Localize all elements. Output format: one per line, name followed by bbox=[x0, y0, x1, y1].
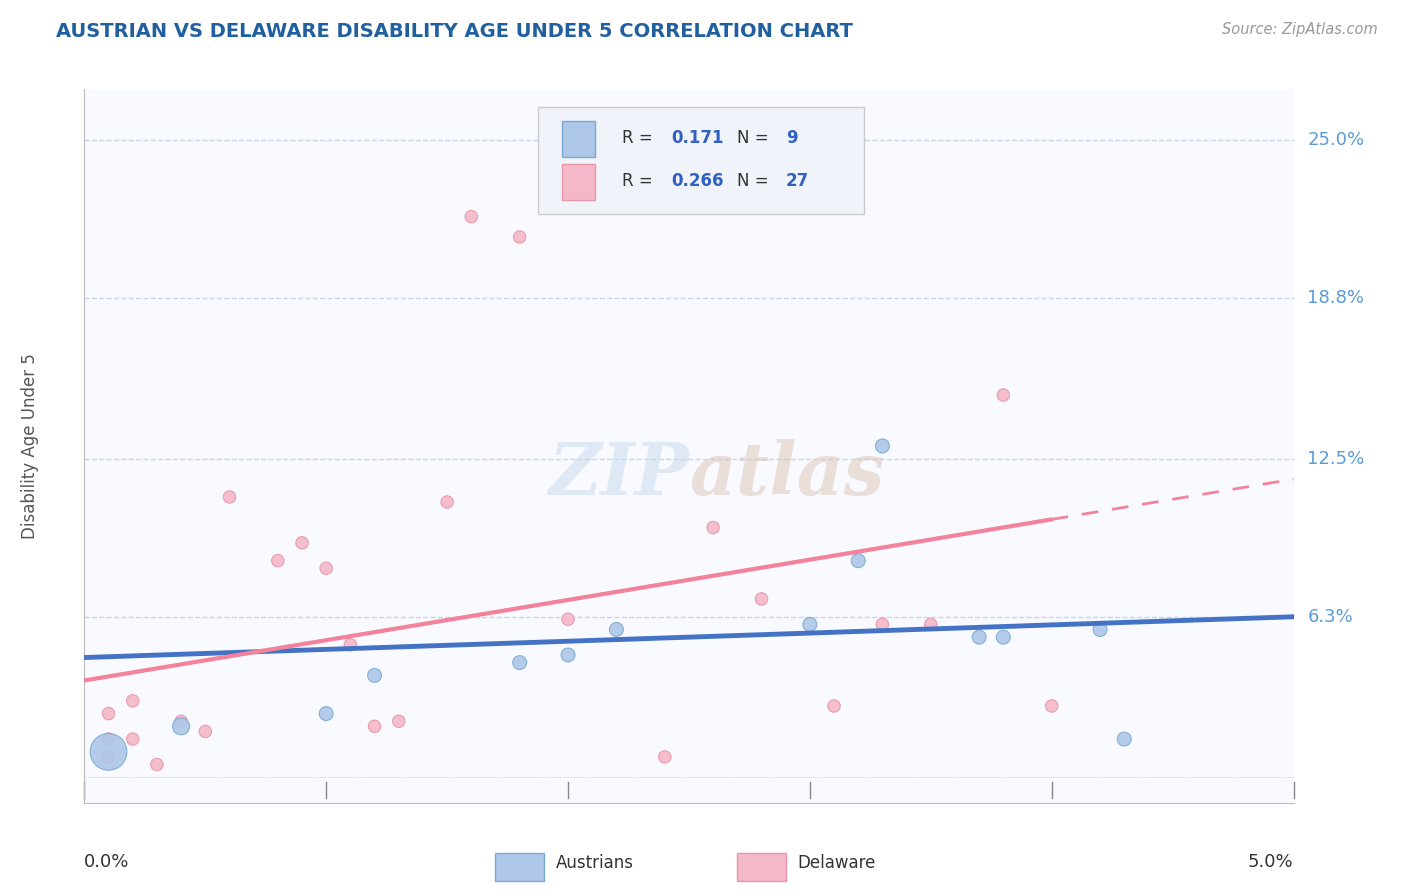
Text: N =: N = bbox=[737, 171, 769, 189]
Point bbox=[823, 698, 845, 713]
Point bbox=[509, 656, 531, 670]
Point bbox=[315, 706, 337, 721]
Point bbox=[1114, 732, 1136, 747]
Point bbox=[557, 612, 579, 626]
Point bbox=[267, 554, 290, 568]
Text: 5.0%: 5.0% bbox=[1249, 853, 1294, 871]
Point bbox=[97, 732, 120, 747]
FancyBboxPatch shape bbox=[562, 164, 595, 200]
Point bbox=[388, 714, 411, 729]
Point bbox=[121, 732, 143, 747]
Point bbox=[339, 638, 361, 652]
Point bbox=[967, 630, 990, 644]
Point bbox=[509, 230, 531, 244]
Point bbox=[363, 668, 385, 682]
Point bbox=[460, 210, 482, 224]
Point bbox=[751, 591, 773, 606]
Point bbox=[605, 623, 627, 637]
Text: 0.0%: 0.0% bbox=[84, 853, 129, 871]
Point bbox=[654, 750, 676, 764]
Point bbox=[993, 630, 1015, 644]
Point bbox=[218, 490, 240, 504]
Text: 25.0%: 25.0% bbox=[1308, 131, 1365, 149]
Point bbox=[170, 714, 193, 729]
FancyBboxPatch shape bbox=[538, 107, 865, 214]
Point bbox=[121, 694, 143, 708]
FancyBboxPatch shape bbox=[495, 853, 544, 881]
Point bbox=[97, 745, 120, 759]
Point bbox=[291, 536, 314, 550]
Point bbox=[97, 750, 120, 764]
Point bbox=[702, 520, 724, 534]
Text: AUSTRIAN VS DELAWARE DISABILITY AGE UNDER 5 CORRELATION CHART: AUSTRIAN VS DELAWARE DISABILITY AGE UNDE… bbox=[56, 22, 853, 41]
Text: 0.266: 0.266 bbox=[671, 171, 723, 189]
Text: 27: 27 bbox=[786, 171, 808, 189]
Text: Disability Age Under 5: Disability Age Under 5 bbox=[21, 353, 39, 539]
Text: ZIP: ZIP bbox=[548, 439, 689, 510]
Text: R =: R = bbox=[623, 171, 654, 189]
Point bbox=[1040, 698, 1063, 713]
Point bbox=[993, 388, 1015, 402]
Text: N =: N = bbox=[737, 128, 769, 146]
Text: 6.3%: 6.3% bbox=[1308, 607, 1353, 626]
Text: atlas: atlas bbox=[689, 439, 884, 510]
Text: Delaware: Delaware bbox=[797, 855, 876, 872]
Text: Austrians: Austrians bbox=[555, 855, 634, 872]
Point bbox=[872, 617, 894, 632]
FancyBboxPatch shape bbox=[737, 853, 786, 881]
Point bbox=[799, 617, 821, 632]
Text: 18.8%: 18.8% bbox=[1308, 289, 1364, 307]
Point bbox=[436, 495, 458, 509]
Point bbox=[97, 706, 120, 721]
Point bbox=[920, 617, 942, 632]
Point bbox=[363, 719, 385, 733]
Point bbox=[1088, 623, 1111, 637]
Point bbox=[315, 561, 337, 575]
Text: 9: 9 bbox=[786, 128, 797, 146]
Point bbox=[557, 648, 579, 662]
Point bbox=[872, 439, 894, 453]
Text: 12.5%: 12.5% bbox=[1308, 450, 1365, 467]
Point bbox=[194, 724, 217, 739]
Point bbox=[170, 719, 193, 733]
FancyBboxPatch shape bbox=[562, 121, 595, 157]
Text: Source: ZipAtlas.com: Source: ZipAtlas.com bbox=[1222, 22, 1378, 37]
Text: R =: R = bbox=[623, 128, 654, 146]
Text: 0.171: 0.171 bbox=[671, 128, 723, 146]
Point bbox=[846, 554, 869, 568]
Point bbox=[146, 757, 169, 772]
